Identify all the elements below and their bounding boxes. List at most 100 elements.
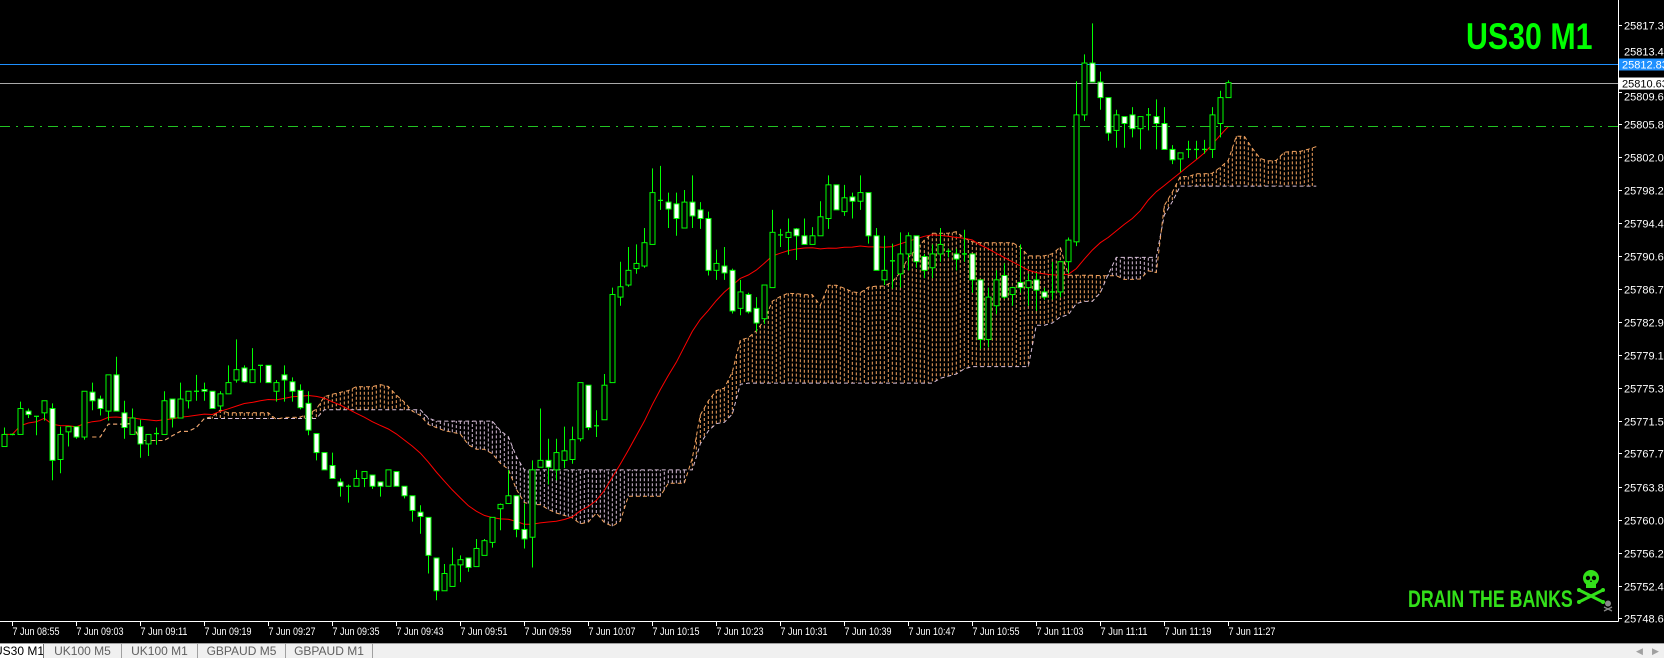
price-line-label-bg [1619,58,1664,71]
candle [1217,90,1224,138]
time-tick-label: 7 Jun 10:07 [589,626,636,638]
candle [409,495,416,522]
candle [225,365,232,395]
candle-body-bear [89,391,96,402]
candle-body-bear [201,389,208,392]
time-tick-label: 7 Jun 09:11 [141,626,188,638]
candle-body-bull [905,235,912,255]
price-tick-label: 25775.30 [1624,384,1664,396]
candle [65,426,72,447]
candle [673,192,680,236]
candle [34,415,39,436]
candle [1025,273,1032,306]
time-tick-label: 7 Jun 09:19 [205,626,252,638]
candle [689,175,696,229]
candle [217,391,224,411]
candle [1017,244,1024,293]
candle-body-bear [425,516,432,556]
candle [946,248,951,258]
candle-body-bear [513,495,520,530]
candle-body-bull [609,294,616,384]
time-tick-label: 7 Jun 09:43 [397,626,444,638]
candle-body-bear [753,307,760,324]
candle [353,469,360,487]
time-scale[interactable]: 7 Jun 08:55 7 Jun 09:03 7 Jun 09:11 7 Jun 0… [12,621,1276,638]
price-tick-label: 25794.40 [1624,219,1664,231]
candle [609,287,616,384]
candle-body-bear [465,557,472,568]
price-scale[interactable]: 25817.30 25813.40 25809.60 25805.80 25802.00… [1618,21,1664,626]
candle [265,364,272,384]
candle-body-bear [97,398,104,410]
candle [641,228,648,268]
candle [937,228,944,262]
price-line-label-bg [1619,77,1664,90]
candle [137,419,144,458]
moving-average-line [4,126,1229,525]
candle-body-bear [545,459,552,468]
candle [729,268,736,314]
time-tick-label: 7 Jun 10:55 [973,626,1020,638]
candle [185,390,192,409]
candle-body-bear [1169,148,1176,161]
tab-gbpaud-m5[interactable]: GBPAUD M5 [198,644,286,658]
candle-body-bull [1025,280,1032,289]
ichimoku-cloud [92,135,1317,527]
candle [658,165,663,210]
candle-body-bull [1,433,8,448]
candle-body-bull [937,243,944,255]
candle [441,563,448,592]
candle-body-bear [1017,281,1024,289]
candle [25,408,32,419]
candle-body-bull [817,216,824,237]
price-tick-label: 25809.60 [1624,92,1664,104]
tab-uk100-m1[interactable]: UK100 M1 [122,644,198,658]
tab-gbpaud-m1[interactable]: GBPAUD M1 [286,644,373,658]
candle [1137,116,1144,150]
time-tick-label: 7 Jun 10:39 [845,626,892,638]
candle [745,292,752,314]
candle [313,433,320,461]
candle-body-bull [1081,62,1088,116]
candle [553,438,560,481]
candle [1209,107,1216,159]
candle [993,270,1000,315]
candle-body-bull [537,459,544,468]
candle [865,192,872,244]
candle [969,253,976,293]
candle-body-bear [969,253,976,281]
candle-body-bear [377,481,384,487]
candle-body-bear [1097,81,1104,99]
price-line-label: 25810.63 [1622,79,1664,91]
candle [369,474,376,489]
candle [761,284,768,324]
candle [81,390,88,440]
candle-body-bull [529,469,536,538]
candle [905,232,912,271]
candle [305,391,312,436]
tab-scroll-left-icon[interactable]: ◀ [1636,646,1643,656]
candle [1097,71,1104,110]
candle [17,401,24,435]
candle-body-bear [585,384,592,429]
price-chart[interactable]: 25817.30 25813.40 25809.60 25805.80 25802.00… [0,0,1664,643]
candle-body-bear [137,426,144,445]
candle-body-bear [241,367,248,383]
candle-body-bull [897,253,904,275]
tab-scroll-right-icon[interactable]: ▶ [1652,646,1659,656]
price-tick-label: 25782.90 [1624,318,1664,330]
candle [617,261,624,306]
candle [1129,107,1136,138]
candle [1009,286,1016,306]
candle [545,438,552,485]
candle [49,403,56,481]
price-tick-label: 25790.60 [1624,252,1664,264]
candle-body-bull [761,284,768,320]
price-tick-label: 25779.10 [1624,351,1664,363]
candle [817,201,824,237]
candle-body-bear [1089,62,1096,83]
tab-uk100-m5[interactable]: UK100 M5 [44,644,122,658]
tab-us30-m1[interactable]: US30 M1 [0,644,44,658]
candle-body-bull [105,374,112,412]
candle [10,433,15,436]
